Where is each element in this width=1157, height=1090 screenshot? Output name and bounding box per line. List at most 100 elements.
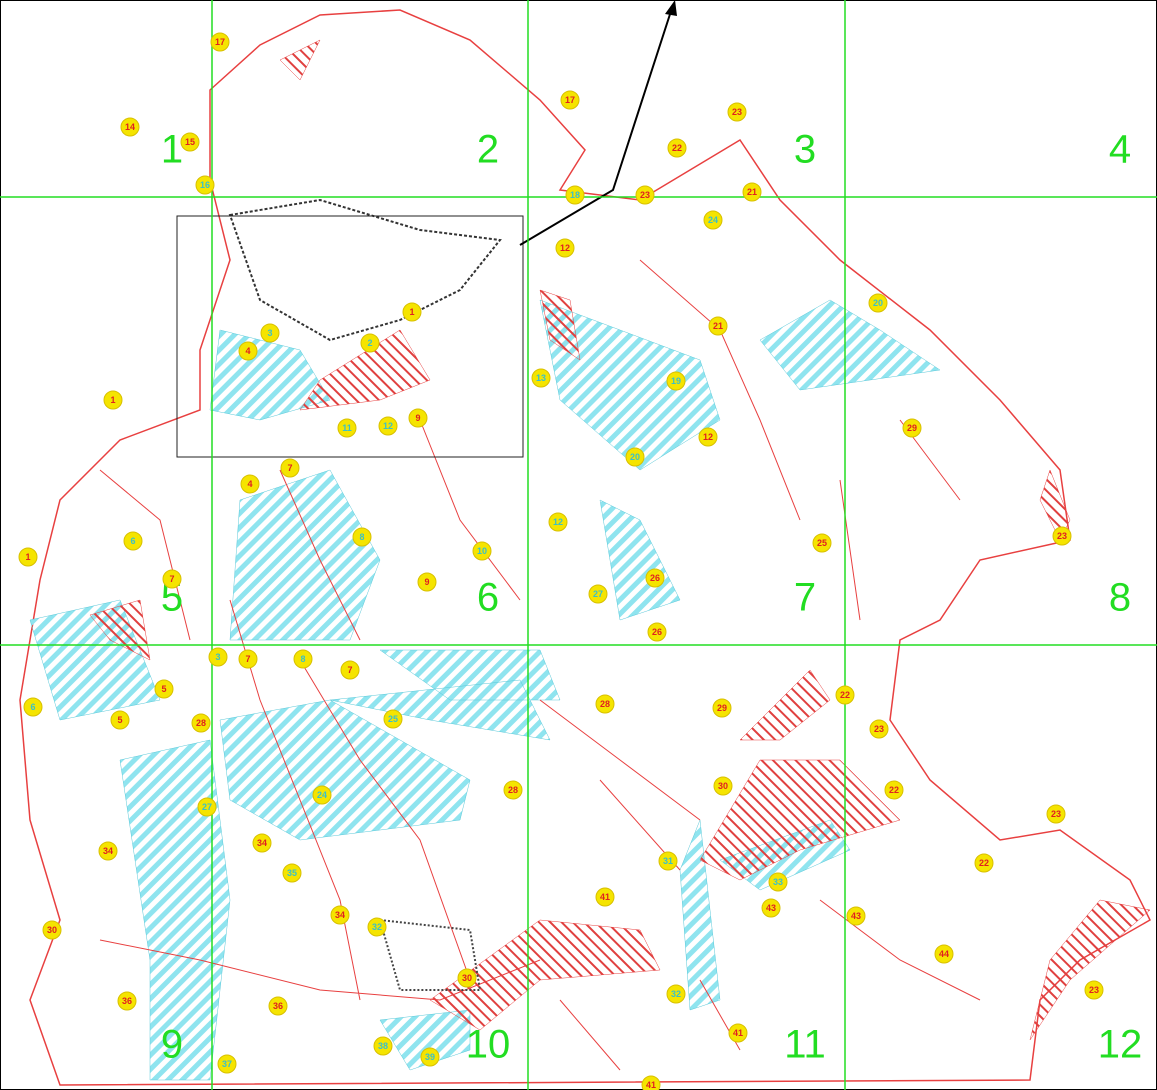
marker bbox=[812, 533, 832, 553]
marker-label: 36 bbox=[273, 1001, 283, 1011]
marker bbox=[268, 996, 288, 1016]
marker bbox=[18, 547, 38, 567]
marker-label: 41 bbox=[646, 1080, 656, 1090]
grid-label: 1 bbox=[161, 128, 183, 172]
marker-label: 22 bbox=[840, 690, 850, 700]
marker-label: 41 bbox=[733, 1028, 743, 1038]
marker bbox=[402, 302, 422, 322]
marker-label: 34 bbox=[257, 838, 267, 848]
marker-label: 16 bbox=[200, 180, 210, 190]
marker bbox=[195, 175, 215, 195]
marker bbox=[293, 649, 313, 669]
marker-label: 43 bbox=[851, 911, 861, 921]
marker bbox=[117, 991, 137, 1011]
marker-label: 8 bbox=[300, 654, 305, 664]
marker-label: 24 bbox=[708, 215, 718, 225]
grid-label: 8 bbox=[1109, 576, 1131, 620]
marker bbox=[588, 584, 608, 604]
arrow bbox=[519, 7, 673, 246]
grid-label: 3 bbox=[794, 128, 816, 172]
marker bbox=[330, 905, 350, 925]
marker-label: 27 bbox=[593, 589, 603, 599]
marker-label: 29 bbox=[717, 703, 727, 713]
marker bbox=[713, 776, 733, 796]
marker bbox=[595, 887, 615, 907]
marker-label: 28 bbox=[600, 699, 610, 709]
marker-label: 19 bbox=[671, 376, 681, 386]
marker bbox=[1084, 980, 1104, 1000]
marker-label: 22 bbox=[979, 858, 989, 868]
marker bbox=[154, 679, 174, 699]
marker bbox=[974, 853, 994, 873]
marker-label: 39 bbox=[425, 1052, 435, 1062]
marker-label: 30 bbox=[462, 973, 472, 983]
marker-label: 15 bbox=[185, 137, 195, 147]
marker-label: 11 bbox=[342, 423, 352, 433]
marker-label: 23 bbox=[1057, 531, 1067, 541]
marker-label: 23 bbox=[640, 190, 650, 200]
marker bbox=[240, 474, 260, 494]
marker bbox=[708, 316, 728, 336]
marker bbox=[635, 185, 655, 205]
marker bbox=[98, 841, 118, 861]
marker bbox=[373, 1036, 393, 1056]
marker bbox=[768, 872, 788, 892]
marker-label: 43 bbox=[766, 903, 776, 913]
marker-label: 34 bbox=[335, 910, 345, 920]
marker bbox=[565, 185, 585, 205]
marker-label: 44 bbox=[939, 949, 949, 959]
marker bbox=[162, 569, 182, 589]
arrow-head bbox=[665, 0, 677, 16]
marker-label: 5 bbox=[161, 684, 166, 694]
marker-label: 3 bbox=[267, 328, 272, 338]
marker bbox=[208, 647, 228, 667]
marker bbox=[703, 210, 723, 230]
marker bbox=[23, 697, 43, 717]
marker-label: 32 bbox=[372, 922, 382, 932]
marker bbox=[340, 660, 360, 680]
marker-label: 13 bbox=[536, 373, 546, 383]
marker-label: 25 bbox=[817, 538, 827, 548]
marker bbox=[503, 780, 523, 800]
marker-label: 22 bbox=[672, 143, 682, 153]
marker-label: 1 bbox=[25, 552, 30, 562]
marker bbox=[667, 138, 687, 158]
marker bbox=[337, 418, 357, 438]
marker-label: 18 bbox=[570, 190, 580, 200]
marker bbox=[698, 427, 718, 447]
marker bbox=[472, 541, 492, 561]
marker bbox=[712, 698, 732, 718]
marker-label: 38 bbox=[378, 1041, 388, 1051]
marker bbox=[378, 416, 398, 436]
marker-label: 12 bbox=[703, 432, 713, 442]
marker-label: 12 bbox=[383, 421, 393, 431]
marker bbox=[123, 531, 143, 551]
marker bbox=[835, 685, 855, 705]
marker bbox=[252, 833, 272, 853]
marker-label: 30 bbox=[718, 781, 728, 791]
marker-label: 4 bbox=[245, 346, 250, 356]
marker-label: 7 bbox=[287, 463, 292, 473]
marker bbox=[312, 785, 332, 805]
marker bbox=[645, 568, 665, 588]
marker-label: 37 bbox=[222, 1059, 232, 1069]
marker-label: 14 bbox=[125, 122, 135, 132]
marker bbox=[902, 418, 922, 438]
marker bbox=[728, 1023, 748, 1043]
marker bbox=[884, 780, 904, 800]
marker bbox=[420, 1047, 440, 1067]
marker bbox=[120, 117, 140, 137]
marker-label: 24 bbox=[317, 790, 327, 800]
marker bbox=[641, 1075, 661, 1090]
marker-label: 2 bbox=[367, 338, 372, 348]
marker-label: 21 bbox=[747, 187, 757, 197]
marker-label: 36 bbox=[122, 996, 132, 1006]
marker-label: 21 bbox=[713, 321, 723, 331]
marker bbox=[260, 323, 280, 343]
marker-label: 17 bbox=[565, 95, 575, 105]
marker bbox=[658, 851, 678, 871]
marker bbox=[210, 32, 230, 52]
terrain bbox=[19, 9, 1151, 1086]
marker-label: 5 bbox=[117, 715, 122, 725]
grid-label: 11 bbox=[784, 1023, 826, 1067]
